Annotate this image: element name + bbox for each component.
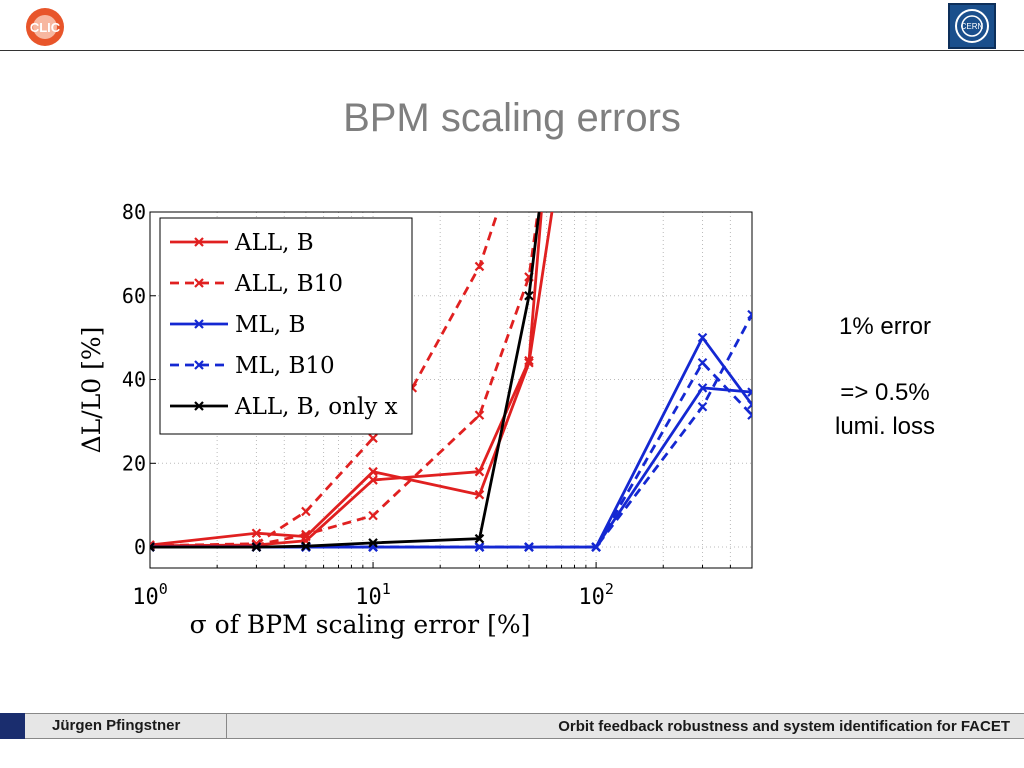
- x-ticks: 100 101 102: [132, 562, 753, 610]
- data-point: [251, 542, 262, 552]
- footer-divider: [226, 713, 227, 739]
- footer-author: Jürgen Pfingstner: [52, 717, 181, 734]
- y-tick-label: 20: [122, 451, 146, 475]
- data-point: [194, 360, 204, 370]
- footer-accent-block: [0, 713, 25, 739]
- clic-logo-icon: CLIC: [26, 8, 64, 46]
- data-point: [697, 383, 708, 393]
- series-group: [150, 212, 752, 552]
- footer-talk-title: Orbit feedback robustness and system ide…: [558, 718, 1010, 735]
- data-point: [697, 401, 708, 412]
- y-tick-label: 40: [122, 368, 146, 392]
- data-point: [150, 542, 155, 552]
- x-axis-label: σ of BPM scaling error [%]: [190, 610, 531, 639]
- data-point: [301, 506, 311, 517]
- note-line-3: lumi. loss: [834, 413, 936, 440]
- data-point: [474, 410, 485, 420]
- footer-bar: [0, 713, 1024, 739]
- slide-title: BPM scaling errors: [343, 96, 681, 140]
- data-point: [194, 319, 204, 329]
- y-ticks: 0 20 40 60 80: [122, 200, 156, 559]
- note-line-1: 1% error: [838, 313, 932, 340]
- data-point: [301, 541, 311, 551]
- plot-frame: [149, 211, 753, 569]
- y-tick-label: 0: [134, 535, 146, 559]
- data-point: [368, 510, 378, 521]
- data-point: [368, 538, 378, 548]
- data-point: [194, 278, 204, 288]
- y-tick-label: 80: [122, 200, 146, 224]
- data-point: [474, 466, 485, 477]
- cern-logo-icon: CERN: [948, 3, 996, 49]
- data-point: [747, 387, 752, 397]
- data-point: [368, 475, 378, 485]
- data-point: [301, 529, 311, 540]
- data-point: [524, 355, 534, 366]
- legend-label-2: ML, B: [235, 312, 305, 338]
- legend-label-4: ALL, B, only x: [234, 394, 398, 420]
- data-point: [368, 466, 378, 477]
- legend-label-1: ALL, B10: [234, 271, 343, 297]
- data-point: [474, 533, 485, 544]
- data-point: [194, 401, 204, 411]
- data-point: [524, 542, 534, 552]
- header-rule: [0, 50, 1024, 51]
- y-tick-label: 60: [122, 284, 146, 308]
- x-tick-label: 102: [578, 580, 614, 610]
- data-point: [474, 542, 485, 552]
- data-point: [747, 309, 752, 320]
- data-point: [591, 542, 601, 552]
- data-point: [747, 399, 752, 410]
- legend-label-3: ML, B10: [235, 353, 335, 379]
- clic-logo-text: CLIC: [30, 20, 61, 35]
- data-point: [697, 357, 708, 368]
- data-point: [194, 237, 204, 247]
- data-point: [697, 332, 708, 343]
- data-point: [474, 261, 485, 272]
- data-point: [524, 290, 534, 301]
- x-tick-label: 101: [355, 580, 391, 610]
- y-axis-label: ΔL/L0 [%]: [77, 327, 106, 454]
- cern-logo-text: CERN: [961, 22, 984, 31]
- data-point: [368, 433, 378, 443]
- x-tick-label: 100: [132, 580, 168, 610]
- note-line-2: => 0.5%: [840, 379, 930, 406]
- legend: ALL, B ALL, B10 ML, B ML, B10 ALL, B, only x: [159, 217, 413, 435]
- data-point: [474, 489, 485, 500]
- legend-label-0: ALL, B: [234, 230, 314, 256]
- line-chart: 0 20 40 60 80 100 101 102 σ of BPM scaling err…: [77, 200, 753, 639]
- data-point: [747, 410, 752, 420]
- data-point: [251, 528, 262, 539]
- series-layer: [150, 212, 752, 552]
